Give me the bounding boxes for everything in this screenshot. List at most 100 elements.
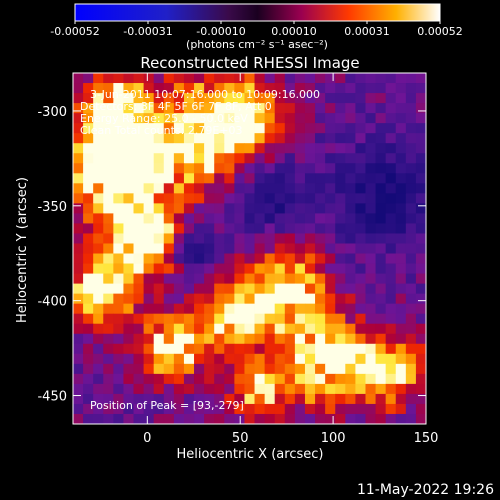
heatmap-cell [405,103,417,114]
heatmap-cell [204,273,215,284]
heatmap-cell [365,343,376,355]
heatmap-cell [83,193,94,204]
heatmap-cell [294,73,306,84]
heatmap-cell [93,113,104,124]
heatmap-cell [375,203,387,214]
heatmap-cell [173,273,185,284]
heatmap-cell [133,353,144,365]
heatmap-cell [415,363,427,375]
heatmap-cell [304,133,316,144]
heatmap-cell [325,383,336,395]
heatmap-cell [264,143,276,154]
heatmap-cell [405,143,417,154]
heatmap-cell [183,363,195,375]
heatmap-cell [93,363,104,375]
heatmap-cell [415,323,427,335]
heatmap-cell [123,323,134,335]
heatmap-cell [113,273,124,284]
heatmap-cell [204,103,215,114]
heatmap-cell [73,253,84,264]
heatmap-cell [113,213,124,224]
heatmap-cell [214,193,225,204]
heatmap-cell [234,173,245,184]
heatmap-cell [304,263,316,274]
heatmap-cell [385,73,397,84]
heatmap-cell [405,153,417,164]
heatmap-cell [294,183,306,194]
heatmap-cell [234,303,245,315]
heatmap-cell [234,133,245,144]
heatmap-cell [93,163,104,174]
heatmap-cell [355,333,366,345]
annotation-line: Clean Total counts: 2.79E+03 [80,124,243,137]
heatmap-cell [204,413,215,425]
heatmap-cell [214,333,225,345]
heatmap-cell [264,203,276,214]
heatmap-cell [345,143,356,154]
heatmap-cell [405,323,417,335]
heatmap-cell [123,83,134,94]
heatmap-cell [375,153,387,164]
heatmap-cell [304,283,316,295]
heatmap-cell [133,73,144,84]
heatmap-cell [153,283,165,295]
heatmap-cell [274,233,286,244]
heatmap-cell [274,383,286,395]
heatmap-cell [315,353,326,365]
heatmap-cell [304,123,316,134]
heatmap-cell [194,133,205,144]
heatmap-cell [284,263,296,274]
heatmap-cell [204,303,215,315]
heatmap-cell [415,303,427,315]
heatmap-cell [405,223,417,234]
heatmap-cell [123,363,134,375]
heatmap-cell [113,73,124,84]
heatmap-cell [183,283,195,295]
heatmap-cell [345,213,356,224]
heatmap-cell [294,163,306,174]
heatmap-cell [194,253,205,264]
heatmap-cell [234,163,245,174]
heatmap-cell [183,243,195,254]
heatmap-cell [375,113,387,124]
heatmap-cell [163,193,175,204]
heatmap-cell [294,323,306,335]
heatmap-cell [204,193,215,204]
heatmap-cell [194,263,205,274]
heatmap-cell [325,323,336,335]
heatmap-cell [355,153,366,164]
heatmap-cell [73,363,84,375]
heatmap-cell [133,263,144,274]
heatmap-cell [204,113,215,124]
heatmap-cell [183,373,195,385]
heatmap-cell [73,383,84,395]
heatmap-cell [163,283,175,295]
heatmap-cell [294,173,306,184]
heatmap-cell [294,223,306,234]
heatmap-cell [385,353,397,365]
heatmap-cell [254,403,266,415]
heatmap-cell [103,163,114,174]
heatmap-cell [315,273,326,284]
heatmap-cell [335,133,346,144]
heatmap-cell [315,233,326,244]
heatmap-cell [143,73,155,84]
heatmap-cell [133,413,144,425]
heatmap-cell [274,103,286,114]
heatmap-cell [103,143,114,154]
heatmap-cell [335,303,346,315]
heatmap-cell [204,333,215,345]
heatmap-cell [325,253,336,264]
heatmap-cell [304,203,316,214]
heatmap-cell [274,223,286,234]
heatmap-cell [304,233,316,244]
heatmap-cell [113,343,124,355]
heatmap-cell [264,383,276,395]
heatmap-cell [244,233,255,244]
heatmap-cell [183,193,195,204]
heatmap-cell [133,253,144,264]
heatmap-cell [113,333,124,345]
heatmap-cell [133,283,144,295]
heatmap-cell [103,83,114,94]
heatmap-cell [113,353,124,365]
